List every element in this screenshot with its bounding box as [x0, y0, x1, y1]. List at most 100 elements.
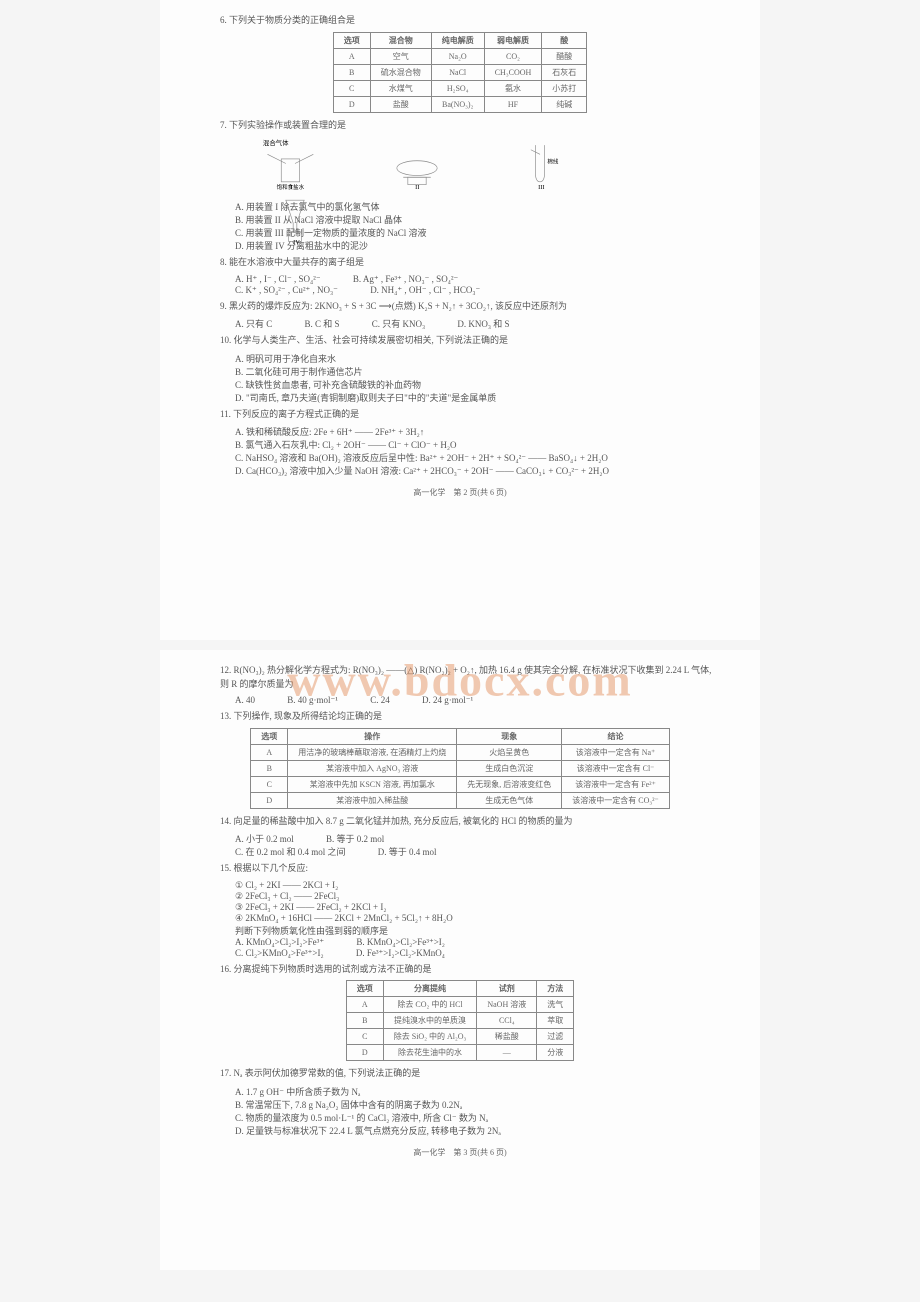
apparatus-1: 混合气体饱和食盐水I — [255, 136, 335, 191]
svg-text:II: II — [415, 184, 419, 191]
q15-r3: ③ 2FeCl₃ + 2KI —— 2FeCl₂ + 2KCl + I₂ — [235, 902, 720, 913]
q15-sub: 判断下列物质氧化性由强到弱的顺序是 — [235, 924, 720, 937]
q13-r3c2: 生成无色气体 — [457, 792, 562, 808]
q13-r0c2: 火焰呈黄色 — [457, 744, 562, 760]
q6-r2c3: 氨水 — [484, 80, 542, 96]
q17-stem: 17. Nₐ 表示阿伏加德罗常数的值, 下列说法正确的是 — [220, 1067, 720, 1081]
q13-r0c3: 该溶液中一定含有 Na⁺ — [562, 744, 670, 760]
q6-r0c2: Na₂O — [431, 48, 484, 64]
q12-c: C. 24 — [370, 695, 390, 705]
q8-row1: A. H⁺ , I⁻ , Cl⁻ , SO₄²⁻ B. Ag⁺ , Fe³⁺ ,… — [235, 274, 720, 285]
q15-b: B. KMnO₄>Cl₂>Fe³⁺>I₂ — [356, 937, 445, 948]
q6-r2c2: H₂SO₄ — [431, 80, 484, 96]
q9-a: A. 只有 C — [235, 317, 272, 330]
apparatus-4: IV — [255, 191, 335, 246]
q6-r0c1: 空气 — [370, 48, 431, 64]
svg-text:III: III — [538, 184, 544, 191]
q13-h2: 现象 — [457, 728, 562, 744]
q16-r3c0: D — [346, 1045, 383, 1061]
q6-r1c2: NaCl — [431, 64, 484, 80]
q6-r3c3: HF — [484, 96, 542, 112]
q13-h3: 结论 — [562, 728, 670, 744]
q16-r0c1: 除去 CO₂ 中的 HCl — [383, 997, 477, 1013]
q6-r2c0: C — [333, 80, 370, 96]
q14-stem: 14. 向足量的稀盐酸中加入 8.7 g 二氧化锰并加热, 充分反应后, 被氧化… — [220, 815, 720, 829]
page1-footer: 高一化学 第 2 页(共 6 页) — [200, 487, 720, 498]
q13-r2c2: 先无现象, 后溶液变红色 — [457, 776, 562, 792]
q16-h3: 方法 — [537, 981, 574, 997]
q6-h2: 纯电解质 — [431, 32, 484, 48]
q8-row2: C. K⁺ , SO₄²⁻ , Cu²⁺ , NO₃⁻ D. NH₄⁺ , OH… — [235, 285, 720, 296]
apparatus-3: 棉线 III — [500, 136, 580, 191]
q16-r2c2: 稀盐酸 — [477, 1029, 537, 1045]
q11-stem: 11. 下列反应的离子方程式正确的是 — [220, 408, 720, 422]
q13-h1: 操作 — [288, 728, 457, 744]
q6-stem: 6. 下列关于物质分类的正确组合是 — [220, 14, 720, 28]
q17-a: A. 1.7 g OH⁻ 中所含质子数为 Nₐ — [235, 1085, 720, 1098]
q6-r3c0: D — [333, 96, 370, 112]
q16-r1c2: CCl₄ — [477, 1013, 537, 1029]
q16-table: 选项 分离提纯 试剂 方法 A 除去 CO₂ 中的 HCl NaOH 溶液 洗气… — [346, 980, 574, 1061]
q11-d: D. Ca(HCO₃)₂ 溶液中加入少量 NaOH 溶液: Ca²⁺ + 2HC… — [235, 464, 720, 477]
q12-stem: 12. R(NO₃)₂ 热分解化学方程式为: R(NO₃)₂ ——(△) R(N… — [220, 664, 720, 691]
q15-stem: 15. 根据以下几个反应: — [220, 862, 720, 876]
q16-h2: 试剂 — [477, 981, 537, 997]
q13-r3c3: 该溶液中一定含有 CO₃²⁻ — [562, 792, 670, 808]
q9-opts: A. 只有 C B. C 和 S C. 只有 KNO₃ D. KNO₃ 和 S — [235, 317, 720, 330]
q6-h1: 混合物 — [370, 32, 431, 48]
q12-b: B. 40 g·mol⁻¹ — [287, 695, 338, 706]
q16-r2c0: C — [346, 1029, 383, 1045]
q12-a: A. 40 — [235, 695, 255, 705]
q6-h3: 弱电解质 — [484, 32, 542, 48]
q6-h0: 选项 — [333, 32, 370, 48]
q11-a: A. 铁和稀硫酸反应: 2Fe + 6H⁺ —— 2Fe³⁺ + 3H₂↑ — [235, 425, 720, 438]
q13-r1c0: B — [251, 760, 288, 776]
q15-d: D. Fe³⁺>I₂>Cl₂>KMnO₄ — [356, 948, 445, 959]
q16-r3c2: — — [477, 1045, 537, 1061]
q13-stem: 13. 下列操作, 现象及所得结论均正确的是 — [220, 710, 720, 724]
q15-a: A. KMnO₄>Cl₂>I₂>Fe³⁺ — [235, 937, 324, 948]
q6-table: 选项 混合物 纯电解质 弱电解质 酸 A 空气 Na₂O CO₂ 醋酸 B 硫水… — [333, 32, 588, 113]
q15-r4: ④ 2KMnO₄ + 16HCl —— 2KCl + 2MnCl₂ + 5Cl₂… — [235, 913, 720, 924]
q9-d: D. KNO₃ 和 S — [457, 317, 509, 330]
q11-c: C. NaHSO₄ 溶液和 Ba(OH)₂ 溶液反应后呈中性: Ba²⁺ + 2… — [235, 451, 720, 464]
exam-page-3: 12. R(NO₃)₂ 热分解化学方程式为: R(NO₃)₂ ——(△) R(N… — [160, 650, 760, 1270]
q10-stem: 10. 化学与人类生产、生活、社会可持续发展密切相关, 下列说法正确的是 — [220, 334, 720, 348]
q11-b: B. 氯气通入石灰乳中: Cl₂ + 2OH⁻ —— Cl⁻ + ClO⁻ + … — [235, 438, 720, 451]
q17-c: C. 物质的量浓度为 0.5 mol·L⁻¹ 的 CaCl₂ 溶液中, 所含 C… — [235, 1111, 720, 1124]
q10-d: D. "司南氏, 章乃夫道(青铜制磨)取则夫子曰"中的"夫道"是金属单质 — [235, 391, 720, 404]
q14-d: D. 等于 0.4 mol — [378, 845, 437, 858]
q16-r2c1: 除去 SiO₂ 中的 Al₂O₃ — [383, 1029, 477, 1045]
q8-d: D. NH₄⁺ , OH⁻ , Cl⁻ , HCO₃⁻ — [370, 285, 480, 296]
q14-row1: A. 小于 0.2 mol B. 等于 0.2 mol — [235, 832, 720, 845]
q14-a: A. 小于 0.2 mol — [235, 832, 294, 845]
q8-a: A. H⁺ , I⁻ , Cl⁻ , SO₄²⁻ — [235, 274, 321, 285]
q16-r0c2: NaOH 溶液 — [477, 997, 537, 1013]
q6-r0c4: 醋酸 — [542, 48, 587, 64]
q15-row2: C. Cl₂>KMnO₄>Fe³⁺>I₂ D. Fe³⁺>I₂>Cl₂>KMnO… — [235, 948, 720, 959]
page2-footer: 高一化学 第 3 页(共 6 页) — [200, 1147, 720, 1158]
q13-r2c0: C — [251, 776, 288, 792]
q13-r0c1: 用洁净的玻璃棒蘸取溶液, 在酒精灯上灼烧 — [288, 744, 457, 760]
q9-stem: 9. 黑火药的爆炸反应为: 2KNO₃ + S + 3C ⟶(点燃) K₂S +… — [220, 300, 720, 314]
q13-r3c1: 某溶液中加入稀盐酸 — [288, 792, 457, 808]
q13-r2c3: 该溶液中一定含有 Fe²⁺ — [562, 776, 670, 792]
q10-c: C. 缺铁性贫血患者, 可补充含硫酸铁的补血药物 — [235, 378, 720, 391]
q16-r0c3: 洗气 — [537, 997, 574, 1013]
q6-r1c1: 硫水混合物 — [370, 64, 431, 80]
q16-r1c0: B — [346, 1013, 383, 1029]
q6-r0c3: CO₂ — [484, 48, 542, 64]
q16-r2c3: 过滤 — [537, 1029, 574, 1045]
exam-page-2: 6. 下列关于物质分类的正确组合是 选项 混合物 纯电解质 弱电解质 酸 A 空… — [160, 0, 760, 640]
q14-c: C. 在 0.2 mol 和 0.4 mol 之间 — [235, 845, 346, 858]
q13-h0: 选项 — [251, 728, 288, 744]
q16-h0: 选项 — [346, 981, 383, 997]
q12-d: D. 24 g·mol⁻¹ — [422, 695, 473, 706]
q9-b: B. C 和 S — [305, 317, 340, 330]
q6-h4: 酸 — [542, 32, 587, 48]
q6-r2c1: 水煤气 — [370, 80, 431, 96]
q7-stem: 7. 下列实验操作或装置合理的是 — [220, 119, 720, 133]
q16-stem: 16. 分离提纯下列物质时选用的试剂或方法不正确的是 — [220, 963, 720, 977]
q10-b: B. 二氧化硅可用于制作通信芯片 — [235, 365, 720, 378]
svg-text:棉线: 棉线 — [547, 158, 559, 166]
